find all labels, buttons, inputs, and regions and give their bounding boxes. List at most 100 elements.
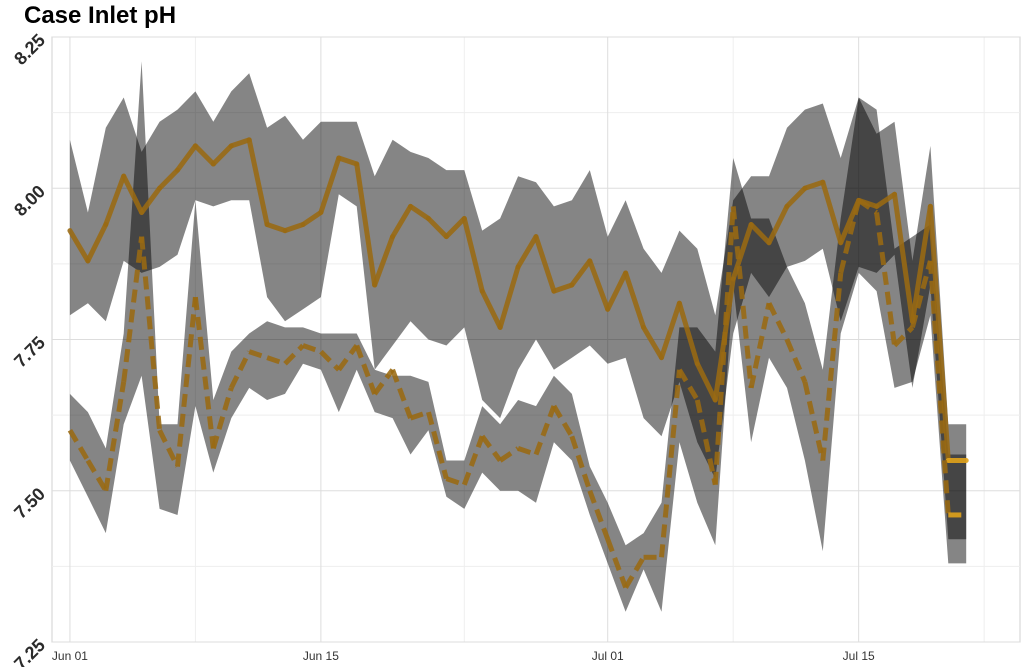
series-segment-solid <box>658 300 682 361</box>
series-segment-solid <box>676 300 700 367</box>
series-segment-solid <box>318 155 342 215</box>
x-tick-label: Jul 01 <box>592 649 624 663</box>
series-segment-dashed <box>623 556 646 589</box>
series-segment-dashed <box>802 381 826 462</box>
chart-title: Case Inlet pH <box>24 2 177 29</box>
series-segment-dashed <box>409 409 430 421</box>
series-segment-dashed <box>229 350 252 390</box>
series-segment-solid <box>623 270 647 330</box>
series-segment-dashed <box>551 404 575 438</box>
series-segment-dashed <box>677 368 700 402</box>
series-segment-dashed <box>498 446 520 463</box>
series-segment-dashed <box>266 355 286 367</box>
series-segment-solid <box>605 270 629 312</box>
series-segment-dashed <box>480 434 503 462</box>
series-segment-solid <box>246 137 270 228</box>
confidence-band-solid <box>69 73 967 540</box>
series-segment-dashed <box>927 260 951 516</box>
confidence-band-dashed <box>69 61 967 612</box>
series-segment-dashed <box>658 369 682 558</box>
series-segment-dashed <box>157 429 180 468</box>
series-segment-solid <box>909 203 933 324</box>
series-segment-dashed <box>121 236 145 383</box>
series-segment-solid <box>157 167 180 191</box>
series-segment-dashed <box>569 435 593 492</box>
series-segment-solid <box>372 234 396 288</box>
series-segment-solid <box>300 209 324 228</box>
series-segment-solid <box>569 258 593 288</box>
x-tick-label: Jul 15 <box>843 649 875 663</box>
series-segment-solid <box>533 234 557 294</box>
series-segment-solid <box>103 173 127 228</box>
series-segment-dashed <box>820 272 844 461</box>
series-segment-solid <box>892 191 915 324</box>
series-segment-dashed <box>730 206 754 389</box>
series-segment-dashed <box>283 343 305 366</box>
series-segment-solid <box>515 234 539 270</box>
y-tick-label: 8.00 <box>10 181 49 220</box>
series-segment-dashed <box>139 236 163 431</box>
series-segment-dashed <box>712 206 736 485</box>
series-segment-dashed <box>174 296 198 467</box>
series-segment-solid <box>748 222 772 246</box>
series-segment-solid <box>121 173 145 215</box>
series-segment-dashed <box>587 489 611 541</box>
series-segment-solid <box>192 143 216 167</box>
series-segment-dashed <box>533 405 557 456</box>
series-segment-solid <box>461 216 485 294</box>
series-segment-solid <box>85 222 109 264</box>
series-segment-dashed <box>694 399 718 486</box>
series-segment-solid <box>587 258 611 312</box>
series-segment-dashed <box>605 538 628 589</box>
series-segment-solid <box>174 143 198 173</box>
series-segment-dashed <box>390 368 413 420</box>
series-segment-solid <box>443 216 467 240</box>
series-segment-solid <box>802 179 826 191</box>
series-segment-dashed <box>302 343 322 354</box>
y-tick-label: 7.75 <box>10 332 49 371</box>
series-segment-solid <box>694 361 718 403</box>
series-segment-dashed <box>445 476 466 488</box>
series-segment-solid <box>282 222 306 234</box>
series-segment-solid <box>336 155 360 167</box>
series-segment-solid <box>820 179 844 246</box>
series-segment-dashed <box>857 198 878 215</box>
series-segment-dashed <box>748 302 772 389</box>
series-segment-solid <box>408 203 431 221</box>
series-segment-dashed <box>85 459 108 493</box>
series-segment-solid <box>730 222 754 282</box>
series-segment-solid <box>67 228 91 264</box>
series-segment-dashed <box>838 199 862 274</box>
series-segment-dashed <box>248 349 268 361</box>
y-tick-label: 8.25 <box>10 30 49 69</box>
series-segment-dashed <box>426 411 449 480</box>
series-segment-solid <box>497 264 521 330</box>
series-segment-solid <box>551 282 575 294</box>
series-segment-dashed <box>517 446 537 457</box>
series-segment-solid <box>641 324 664 361</box>
series-segment-solid <box>228 137 252 149</box>
series-segment-dashed <box>192 296 216 449</box>
series-segment-solid <box>874 191 898 209</box>
series-segment-dashed <box>910 260 933 329</box>
series-segment-dashed <box>103 381 127 492</box>
series-segment-solid <box>139 185 163 215</box>
series-segment-dashed <box>461 435 485 486</box>
x-tick-label: Jun 15 <box>303 649 339 663</box>
series-segment-dashed <box>354 344 378 395</box>
series-segment-solid <box>766 203 790 246</box>
series-segment-dashed <box>892 325 915 348</box>
y-tick-label: 7.25 <box>10 635 49 667</box>
series-segment-dashed <box>784 338 808 383</box>
series-segment-solid <box>927 203 951 463</box>
series-segment-solid <box>390 203 414 240</box>
series-segment-dashed <box>67 428 91 462</box>
y-tick-label: 7.50 <box>10 484 49 523</box>
series-segment-dashed <box>372 368 395 396</box>
series-segment-solid <box>479 288 503 330</box>
series-segment-solid <box>354 161 378 288</box>
series-segment-dashed <box>319 349 341 372</box>
series-segment-solid <box>425 216 449 240</box>
series-segment-dashed <box>336 344 359 372</box>
